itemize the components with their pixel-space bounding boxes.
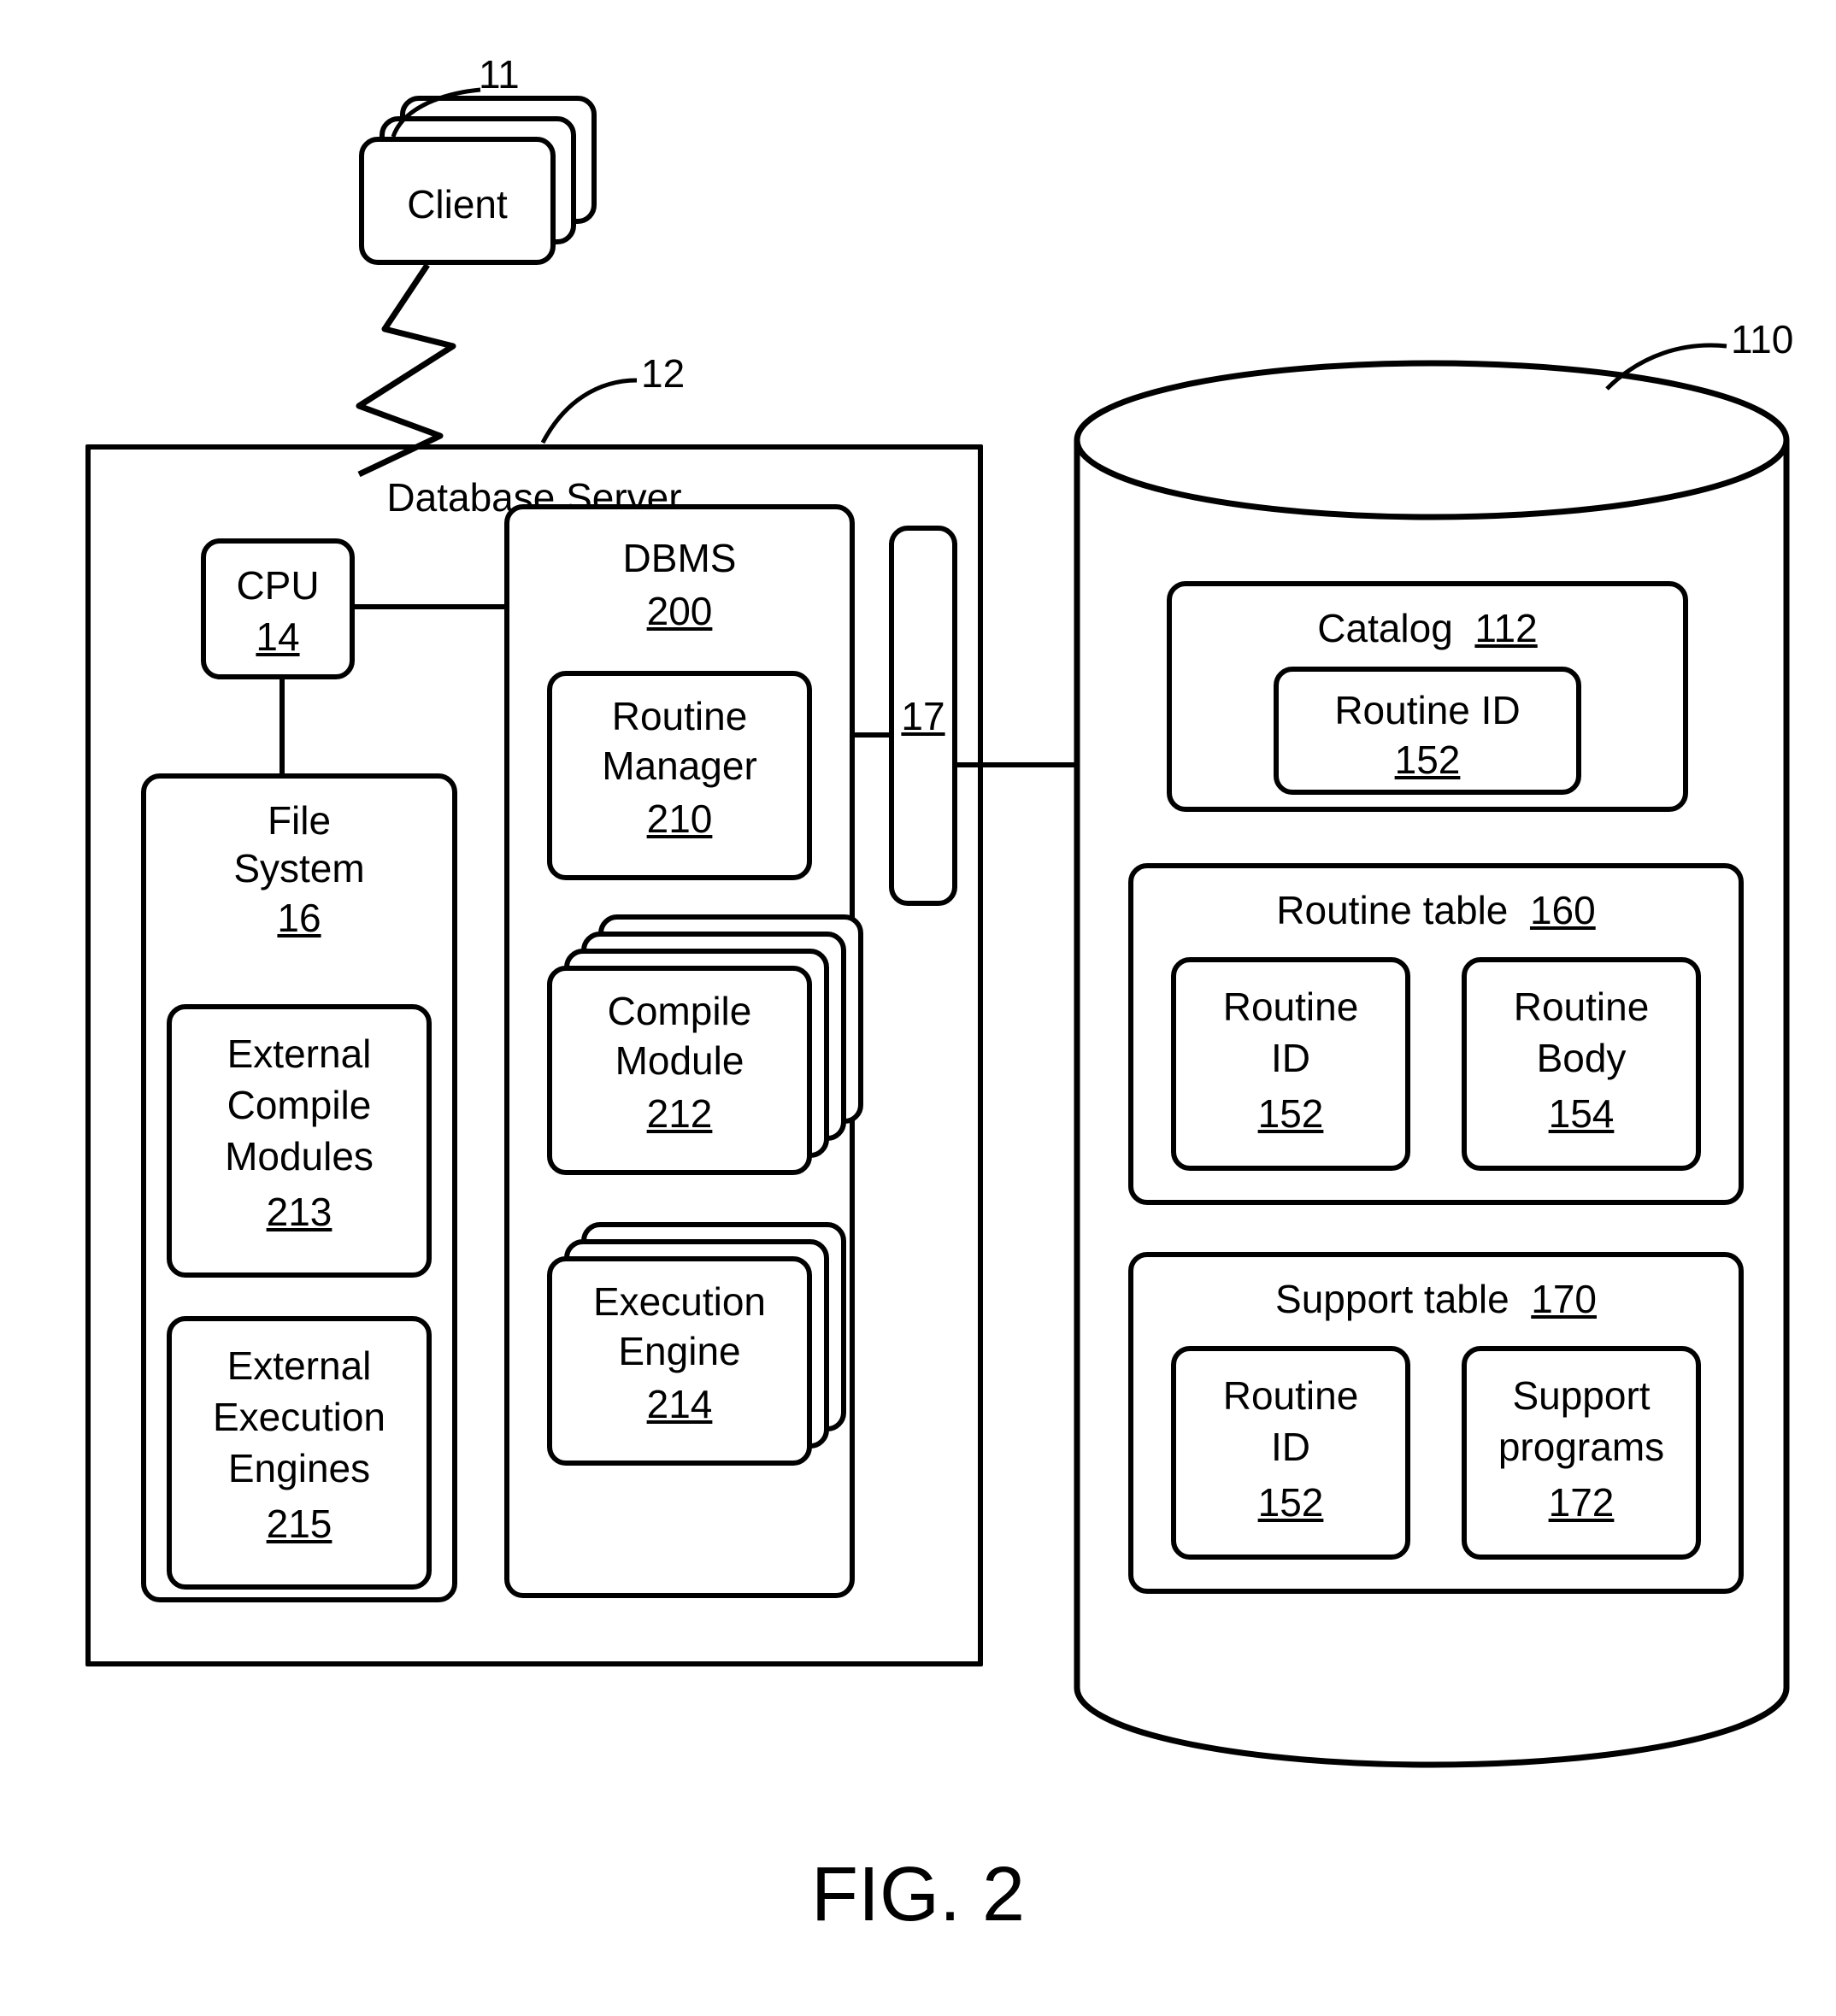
compile-module-front: Compile Module 212 [547, 966, 812, 1175]
st-support-programs-ref: 172 [1467, 1479, 1696, 1526]
ext-compile-l2: Compile [172, 1082, 427, 1129]
exec-engine-l1: Execution [552, 1278, 807, 1325]
catalog-title: Catalog [1317, 606, 1453, 650]
rt-routine-id-l2: ID [1176, 1035, 1405, 1082]
st-routine-id-l2: ID [1176, 1424, 1405, 1471]
callout-curve-server [543, 380, 637, 443]
rt-routine-body-l1: Routine [1467, 984, 1696, 1031]
ext-exec-ref: 215 [172, 1501, 427, 1548]
ext-compile-ref: 213 [172, 1189, 427, 1236]
port-17-box: 17 [889, 526, 957, 906]
exec-engine-front: Execution Engine 214 [547, 1256, 812, 1466]
exec-engine-ref: 214 [552, 1381, 807, 1428]
figure-caption: FIG. 2 [811, 1851, 1025, 1939]
routine-table-title: Routine table [1276, 888, 1508, 932]
callout-curve-storage [1607, 345, 1727, 389]
rt-routine-body-ref: 154 [1467, 1090, 1696, 1137]
file-system-title-2: System [146, 845, 452, 892]
catalog-routine-id-l1: Routine ID [1279, 687, 1576, 734]
cpu-ref: 14 [206, 614, 350, 661]
support-table-title-wrap: Support table 170 [1133, 1276, 1739, 1323]
rt-routine-id-box: Routine ID 152 [1171, 957, 1410, 1171]
st-routine-id-l1: Routine [1176, 1372, 1405, 1419]
rt-routine-id-l1: Routine [1176, 984, 1405, 1031]
st-support-programs-l2: programs [1467, 1424, 1696, 1471]
dbms-title: DBMS [509, 535, 850, 582]
routine-manager-ref: 210 [552, 796, 807, 843]
rt-routine-body-box: Routine Body 154 [1462, 957, 1701, 1171]
st-support-programs-l1: Support [1467, 1372, 1696, 1419]
catalog-routine-id-box: Routine ID 152 [1274, 667, 1581, 795]
ext-exec-engines-box: External Execution Engines 215 [167, 1316, 432, 1590]
rt-routine-id-ref: 152 [1176, 1090, 1405, 1137]
routine-manager-l2: Manager [552, 743, 807, 790]
client-server-zigzag [359, 265, 453, 474]
port-17-ref: 17 [894, 693, 952, 740]
catalog-title-wrap: Catalog 112 [1172, 605, 1683, 652]
ext-compile-l1: External [172, 1031, 427, 1078]
routine-table-title-wrap: Routine table 160 [1133, 887, 1739, 934]
dbms-ref: 200 [509, 588, 850, 635]
cpu-label: CPU [206, 562, 350, 609]
st-routine-id-box: Routine ID 152 [1171, 1346, 1410, 1560]
routine-table-ref: 160 [1530, 888, 1596, 932]
ext-exec-l3: Engines [172, 1445, 427, 1492]
routine-manager-box: Routine Manager 210 [547, 671, 812, 880]
st-routine-id-ref: 152 [1176, 1479, 1405, 1526]
client-label: Client [364, 181, 550, 228]
file-system-ref: 16 [146, 895, 452, 942]
compile-module-l1: Compile [552, 988, 807, 1035]
cpu-box: CPU 14 [201, 538, 355, 679]
ext-exec-l2: Execution [172, 1394, 427, 1441]
compile-module-ref: 212 [552, 1090, 807, 1137]
callout-storage: 110 [1731, 316, 1793, 363]
compile-module-l2: Module [552, 1037, 807, 1084]
callout-server: 12 [641, 350, 685, 397]
client-card-front: Client [359, 137, 556, 265]
rt-routine-body-l2: Body [1467, 1035, 1696, 1082]
routine-manager-l1: Routine [552, 693, 807, 740]
st-support-programs-box: Support programs 172 [1462, 1346, 1701, 1560]
catalog-ref: 112 [1474, 606, 1537, 650]
ext-compile-l3: Modules [172, 1133, 427, 1180]
ext-exec-l1: External [172, 1343, 427, 1390]
callout-client: 11 [479, 51, 520, 98]
exec-engine-l2: Engine [552, 1328, 807, 1375]
file-system-title-1: File [146, 797, 452, 844]
catalog-routine-id-ref: 152 [1279, 737, 1576, 784]
support-table-title: Support table [1275, 1277, 1509, 1321]
ext-compile-modules-box: External Compile Modules 213 [167, 1004, 432, 1278]
support-table-ref: 170 [1531, 1277, 1597, 1321]
